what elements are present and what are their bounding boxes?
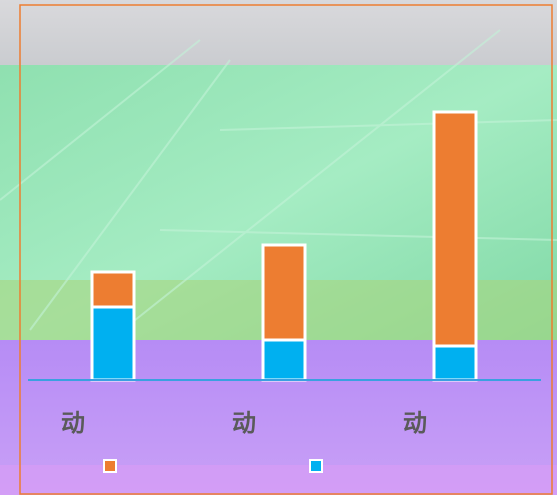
x-tick-label: 动 — [61, 409, 85, 437]
bar-segment — [263, 245, 305, 340]
legend-swatch — [104, 460, 116, 472]
bar-segment — [92, 307, 134, 380]
chart: 动动动 — [0, 0, 557, 495]
x-tick-label: 动 — [232, 409, 256, 437]
legend-swatch — [310, 460, 322, 472]
bar-segment — [434, 346, 476, 380]
bar-segment — [434, 112, 476, 346]
x-tick-label: 动 — [403, 409, 427, 437]
bar-segment — [92, 272, 134, 307]
bar-segment — [263, 340, 305, 380]
